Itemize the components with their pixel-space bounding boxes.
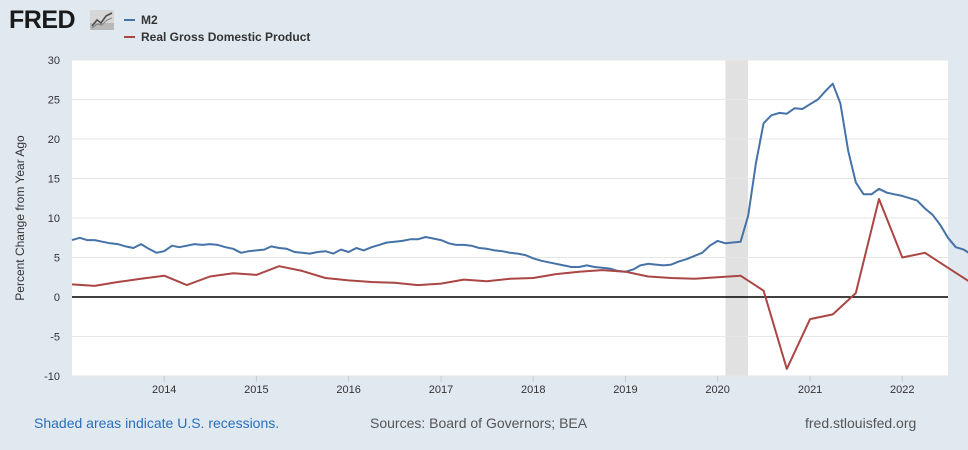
series-line-gdp <box>71 198 968 370</box>
x-tick-label-2021: 2021 <box>798 384 822 396</box>
chart-header: FRED M2 Real Gross Domestic Product <box>0 0 968 50</box>
recession-note-link[interactable]: Shaded areas indicate U.S. recessions. <box>34 415 280 431</box>
x-tick-label-2020: 2020 <box>705 384 729 396</box>
chart-footer: Shaded areas indicate U.S. recessions. S… <box>0 415 968 435</box>
legend-swatch-m2 <box>124 18 135 21</box>
x-tick-label-2016: 2016 <box>336 384 360 396</box>
x-tick-label-2014: 2014 <box>152 384 176 396</box>
y-axis-label: Percent Change from Year Ago <box>13 135 27 301</box>
y-tick-label-5: 5 <box>54 253 60 265</box>
y-tick-label-30: 30 <box>48 55 60 67</box>
x-tick-label-2017: 2017 <box>429 384 453 396</box>
site-url[interactable]: fred.stlouisfed.org <box>805 415 917 431</box>
legend-item-gdp[interactable]: Real Gross Domestic Product <box>124 28 310 45</box>
x-axis-ticks: 2014 2015 2016 2017 2018 2019 2020 2021 2022 <box>152 376 915 396</box>
y-tick-label-25: 25 <box>48 95 60 107</box>
y-tick-label-15: 15 <box>48 174 60 186</box>
series-line-m2 <box>71 82 968 273</box>
y-tick-label-10: 10 <box>48 213 60 225</box>
line-chart-icon <box>90 10 114 30</box>
legend-item-m2[interactable]: M2 <box>124 11 310 28</box>
fred-logo[interactable]: FRED <box>9 6 76 34</box>
series-lines <box>71 82 968 370</box>
y-tick-label-0: 0 <box>54 292 60 304</box>
legend-label-gdp: Real Gross Domestic Product <box>141 29 311 44</box>
chart-legend: M2 Real Gross Domestic Product <box>124 11 310 45</box>
y-gridlines <box>72 59 948 377</box>
x-tick-label-2022: 2022 <box>890 384 914 396</box>
y-tick-label--5: -5 <box>50 332 60 344</box>
x-tick-label-2018: 2018 <box>521 384 545 396</box>
y-tick-label-20: 20 <box>48 134 60 146</box>
y-axis-ticks: 30 25 20 15 10 5 0 -5 -10 <box>44 55 60 383</box>
x-tick-label-2019: 2019 <box>613 384 637 396</box>
legend-label-m2: M2 <box>141 12 158 27</box>
x-tick-label-2015: 2015 <box>244 384 268 396</box>
sources-text: Sources: Board of Governors; BEA <box>370 415 588 431</box>
legend-swatch-gdp <box>124 35 135 38</box>
y-tick-label--10: -10 <box>44 371 60 383</box>
